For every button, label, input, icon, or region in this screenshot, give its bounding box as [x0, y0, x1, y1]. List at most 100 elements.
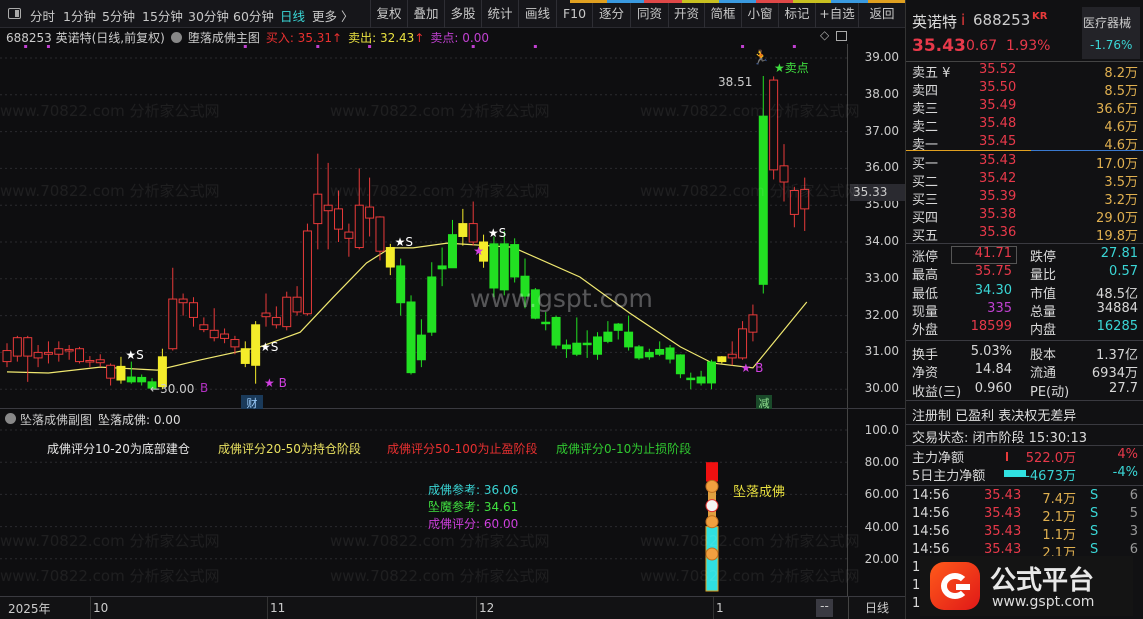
- tab-30min[interactable]: 30分钟: [188, 9, 229, 24]
- sector-box[interactable]: 医疗器械 -1.76%: [1082, 7, 1140, 59]
- stat-label: 流通: [1030, 366, 1057, 381]
- stat-label: 股本: [1030, 348, 1057, 363]
- toolbar-button[interactable]: 小窗: [741, 0, 778, 28]
- chart-header: 688253 英诺特(日线,前复权) 堕落成佛主图 买入: 35.31↑ 卖出:…: [0, 28, 848, 46]
- tab-15min[interactable]: 15分钟: [142, 9, 183, 24]
- toolbar-button[interactable]: 多股: [444, 0, 481, 28]
- level-price: 35.39: [979, 189, 1017, 204]
- tab-fenshi[interactable]: 分时: [30, 9, 56, 24]
- level-volume: 3.2万: [1104, 193, 1138, 208]
- info-icon[interactable]: i: [961, 11, 966, 29]
- kr-badge: KR: [1032, 11, 1048, 22]
- tab-1min[interactable]: 1分钟: [63, 9, 96, 24]
- toolbar-button[interactable]: 同资: [630, 0, 668, 28]
- stat-value: 335: [987, 301, 1012, 316]
- tab-more[interactable]: 更多 〉: [312, 9, 354, 24]
- stat-label: 现量: [912, 305, 939, 320]
- diamond-icon[interactable]: ◇: [820, 28, 830, 42]
- subchart-dropdown-icon[interactable]: [5, 413, 16, 424]
- limit-up-box: [951, 246, 1017, 264]
- fund-flow-row: 主力净额 522.0万 4%: [906, 447, 1138, 466]
- level-label: 卖四: [912, 84, 939, 99]
- bid-row[interactable]: 买五 35.36 19.8万: [906, 225, 1138, 244]
- toolbar-button[interactable]: 简框: [704, 0, 741, 28]
- trade-count: 6: [1129, 488, 1138, 503]
- ask-row[interactable]: 卖二 35.48 4.6万: [906, 116, 1138, 135]
- subchart-value: 坠落成佛: 0.00: [98, 413, 181, 427]
- stat-value: 6934万: [1091, 366, 1138, 381]
- stat-value: 18599: [970, 319, 1012, 334]
- stat-value: 41.71: [974, 246, 1012, 261]
- level-volume: 4.6万: [1104, 138, 1138, 153]
- toolbar-button[interactable]: +自选: [815, 0, 858, 28]
- scroll-button[interactable]: --: [816, 599, 833, 617]
- watermark: www.70822.com 分析家公式网: [640, 182, 860, 200]
- indicator-name[interactable]: 堕落成佛主图: [187, 31, 260, 45]
- tab-daily[interactable]: 日线: [280, 9, 306, 24]
- reduce-marker[interactable]: 减: [756, 395, 772, 410]
- sub-chart[interactable]: 坠落成佛副图 坠落成佛: 0.00 成佛评分10-20为底部建仓 成佛评分20-…: [0, 408, 848, 597]
- panel-toggle-icon[interactable]: [8, 8, 21, 19]
- stat-value: 0.960: [974, 381, 1012, 396]
- stat-value: 34.30: [974, 283, 1012, 298]
- bid-row[interactable]: 买四 35.38 29.0万: [906, 207, 1138, 226]
- window-toggle-icon[interactable]: [836, 31, 847, 41]
- year-label: 2025年: [8, 602, 51, 616]
- sector-name: 医疗器械: [1083, 16, 1132, 30]
- toolbar-button[interactable]: F10: [556, 0, 592, 28]
- level-price: 35.38: [979, 207, 1017, 222]
- stat-row: 最低 34.30 市值 48.5亿: [906, 283, 1138, 302]
- toolbar-button[interactable]: 画线: [518, 0, 556, 28]
- stat-value: 16285: [1096, 319, 1138, 334]
- level-volume: 4.6万: [1104, 120, 1138, 135]
- bid-row[interactable]: 买二 35.42 3.5万: [906, 171, 1138, 190]
- buy-signal-label: B: [200, 381, 209, 395]
- watermark: www.70822.com 分析家公式网: [0, 182, 220, 200]
- stat-row: 换手 5.03% 股本 1.37亿: [906, 344, 1138, 363]
- trade-status: 交易状态: 闭市阶段 15:30:13: [912, 431, 1088, 446]
- strip-segment: [867, 0, 905, 3]
- finance-marker[interactable]: 财: [241, 395, 263, 410]
- toolbar-button[interactable]: 叠加: [407, 0, 444, 28]
- color-strip: [570, 0, 905, 3]
- toolbar-button[interactable]: 复权: [370, 0, 407, 28]
- period-label[interactable]: 日线: [848, 597, 905, 619]
- bid-row[interactable]: 买三 35.39 3.2万: [906, 189, 1138, 208]
- ask-row[interactable]: 卖三 35.49 36.6万: [906, 98, 1138, 117]
- toolbar-button[interactable]: 返回: [858, 0, 905, 28]
- strip-segment: [756, 0, 794, 3]
- toolbar-button[interactable]: 标记: [778, 0, 815, 28]
- level-volume: 3.5万: [1104, 175, 1138, 190]
- book-divider-ask: [906, 150, 1031, 151]
- stat-label: 最低: [912, 287, 939, 302]
- trade-price: 35.43: [984, 506, 1022, 521]
- star-icon: ★: [774, 61, 785, 75]
- sub-axis-tick: 60.00: [864, 487, 899, 502]
- level-price: 35.36: [979, 225, 1017, 240]
- toolbar-button[interactable]: 逐分: [592, 0, 630, 28]
- price-tick: 37.00: [864, 123, 899, 138]
- tab-5min[interactable]: 5分钟: [102, 9, 135, 24]
- main-chart[interactable]: [0, 44, 848, 408]
- strip-segment: [644, 0, 682, 3]
- tab-60min[interactable]: 60分钟: [233, 9, 274, 24]
- toolbar-button[interactable]: 开资: [668, 0, 704, 28]
- toolbar-button[interactable]: 统计: [481, 0, 518, 28]
- high-price-label: 38.51: [718, 75, 753, 89]
- ask-row[interactable]: 卖四 35.50 8.5万: [906, 80, 1138, 99]
- price-change-pct: 1.93%: [1006, 38, 1051, 54]
- stock-tags: 注册制 已盈利 表决权无差异: [912, 409, 1077, 424]
- trade-row: 14:56 35.43 7.4万 S 6: [906, 488, 1138, 507]
- quote-panel: 英诺特 i 688253 KR 医疗器械 -1.76% 35.43 0.67 1…: [905, 0, 1143, 619]
- subchart-title[interactable]: 坠落成佛副图: [20, 413, 93, 427]
- bid-row[interactable]: 买一 35.43 17.0万: [906, 153, 1138, 172]
- trade-row: 14:56 35.43 2.1万 S 5: [906, 506, 1138, 525]
- indicator-dropdown-icon[interactable]: [170, 32, 182, 43]
- sell-value: 卖出: 32.43↑: [348, 29, 424, 46]
- stat-value: 27.7: [1109, 381, 1138, 396]
- watermark: www.70822.com 分析家公式网: [640, 567, 860, 585]
- ask-row[interactable]: 卖一 35.45 4.6万: [906, 134, 1138, 153]
- ask-row[interactable]: 卖五 ¥ 35.52 8.2万: [906, 62, 1138, 81]
- stat-label: 量比: [1030, 268, 1057, 283]
- level-label: 卖一: [912, 138, 939, 153]
